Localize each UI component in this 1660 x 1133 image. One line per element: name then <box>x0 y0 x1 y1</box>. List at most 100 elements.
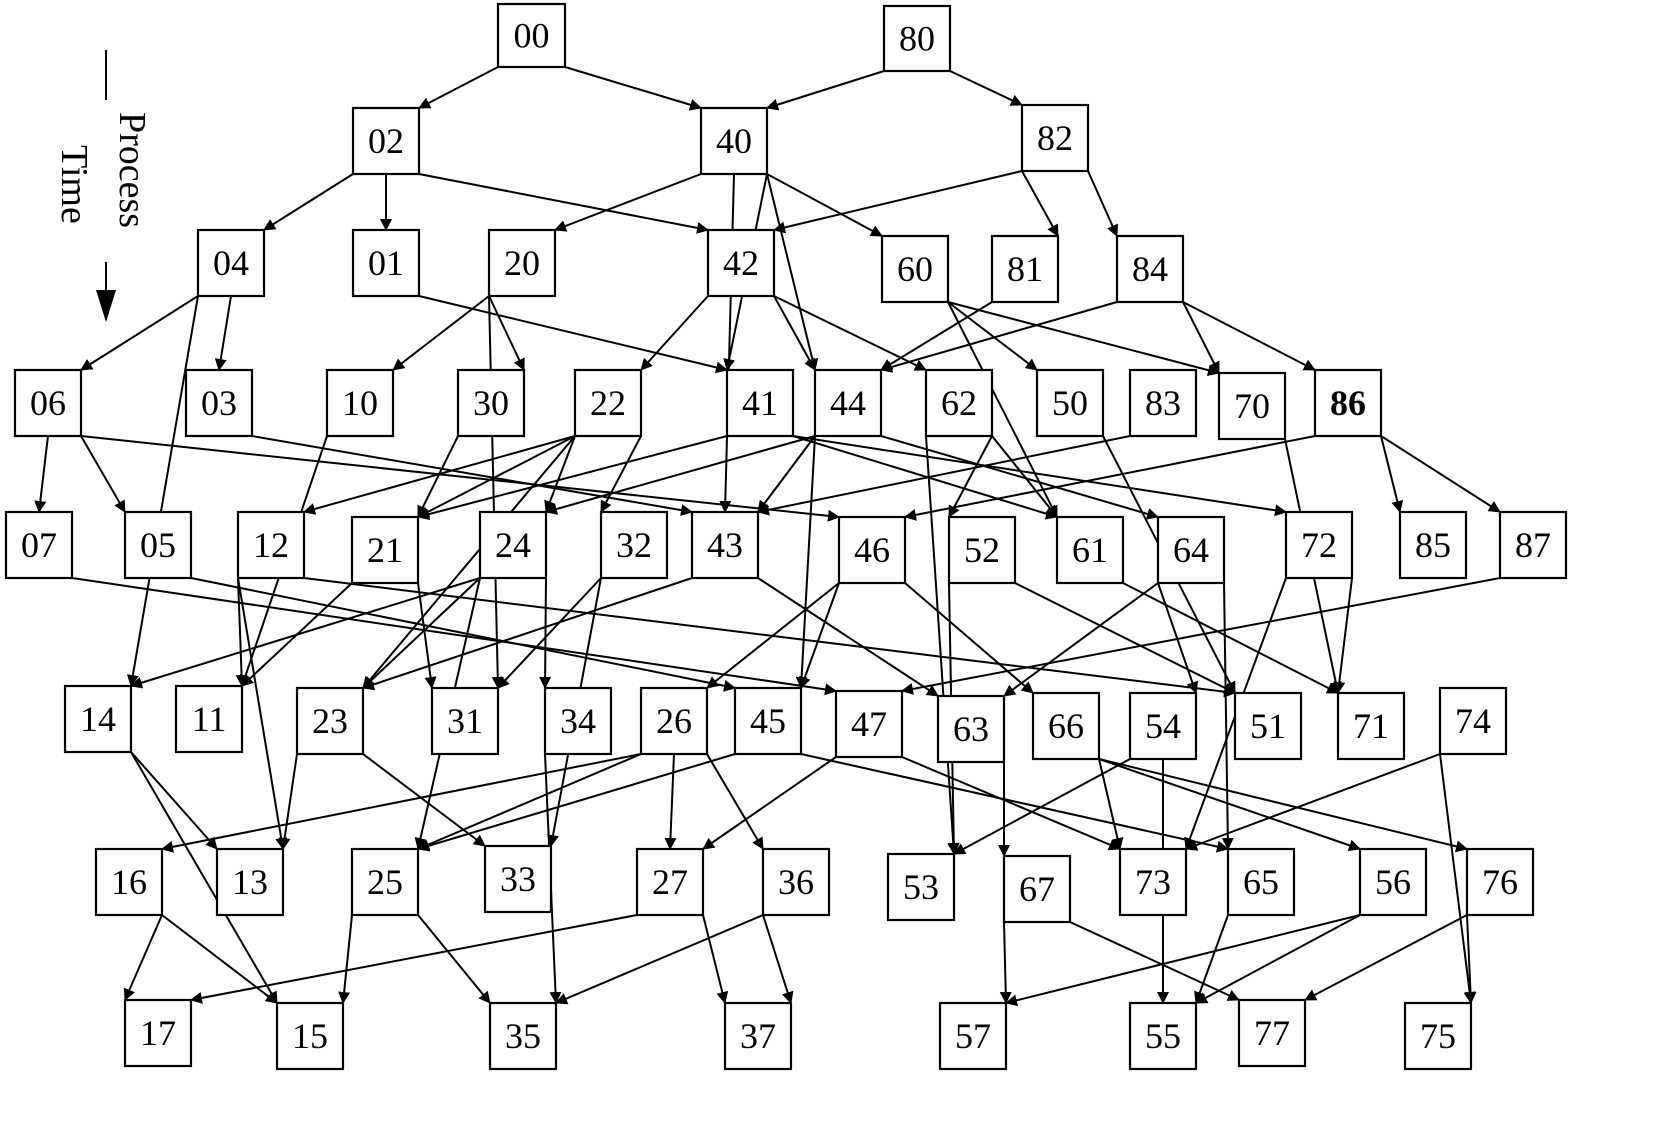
edge-86-to-46 <box>904 435 1316 521</box>
edge-02-to-42 <box>418 173 709 234</box>
node-label-12: 12 <box>253 525 289 565</box>
edge-64-to-65 <box>1221 582 1234 850</box>
node-box-87 <box>1498 510 1568 580</box>
node-box-73 <box>1118 847 1188 917</box>
edge-84-to-86 <box>1182 301 1316 371</box>
edge-74-to-73 <box>1185 753 1441 851</box>
edge-36-to-37 <box>762 914 794 1004</box>
legend-label-time: Time <box>53 145 95 224</box>
node-label-27: 27 <box>652 862 688 902</box>
node-box-45 <box>733 686 803 756</box>
edge-66-to-56 <box>1098 758 1361 852</box>
node-box-46 <box>837 515 907 585</box>
edge-26-to-25 <box>417 753 642 851</box>
node-box-62 <box>924 368 994 438</box>
node-label-43: 43 <box>707 525 743 565</box>
node-71: 71 <box>1336 691 1406 761</box>
node-46: 46 <box>837 515 907 585</box>
edge-60-to-70 <box>947 301 1220 377</box>
node-60: 60 <box>880 234 950 304</box>
node-37: 37 <box>723 1001 793 1071</box>
node-31: 31 <box>430 686 500 756</box>
node-50: 50 <box>1035 368 1105 438</box>
edge-86-to-85 <box>1380 435 1404 513</box>
node-box-37 <box>723 1001 793 1071</box>
edge-86-to-87 <box>1380 435 1501 513</box>
node-label-23: 23 <box>312 701 348 741</box>
node-label-11: 11 <box>192 699 227 739</box>
node-36: 36 <box>761 847 831 917</box>
node-box-83 <box>1128 368 1198 438</box>
node-label-21: 21 <box>367 530 403 570</box>
node-label-22: 22 <box>590 383 626 423</box>
node-74: 74 <box>1438 686 1508 756</box>
node-73: 73 <box>1118 847 1188 917</box>
edge-43-to-63 <box>757 577 939 697</box>
node-label-75: 75 <box>1420 1016 1456 1056</box>
node-57: 57 <box>938 1001 1008 1071</box>
node-33: 33 <box>483 844 553 914</box>
edge-44-to-45 <box>795 435 816 689</box>
node-box-12 <box>236 510 306 580</box>
edge-40-to-60 <box>766 173 883 237</box>
node-label-05: 05 <box>140 525 176 565</box>
node-label-50: 50 <box>1052 383 1088 423</box>
edge-40-to-44 <box>766 173 819 371</box>
node-box-50 <box>1035 368 1105 438</box>
node-box-67 <box>1002 854 1072 924</box>
edge-16-to-17 <box>123 914 163 1001</box>
node-label-06: 06 <box>30 383 66 423</box>
node-box-10 <box>325 368 395 438</box>
node-label-37: 37 <box>740 1016 776 1056</box>
edge-03-to-43 <box>251 435 693 517</box>
node-label-54: 54 <box>1145 706 1181 746</box>
node-16: 16 <box>94 847 164 917</box>
node-label-00: 00 <box>514 16 550 56</box>
edge-26-to-27 <box>664 753 677 850</box>
node-label-35: 35 <box>505 1016 541 1056</box>
node-label-65: 65 <box>1243 862 1279 902</box>
edge-80-to-40 <box>766 70 885 111</box>
edge-60-to-50 <box>947 301 1038 371</box>
node-26: 26 <box>639 686 709 756</box>
edge-83-to-43 <box>757 435 1131 516</box>
node-box-54 <box>1128 691 1198 761</box>
edge-44-to-24 <box>545 435 816 515</box>
node-86: 86 <box>1313 368 1383 438</box>
node-label-14: 14 <box>80 699 116 739</box>
edge-07-to-47 <box>71 577 837 696</box>
node-04: 04 <box>196 228 266 298</box>
node-12: 12 <box>236 510 306 580</box>
node-box-75 <box>1403 1001 1473 1071</box>
node-box-52 <box>947 515 1017 585</box>
node-82: 82 <box>1020 103 1090 173</box>
node-box-31 <box>430 686 500 756</box>
node-47: 47 <box>834 689 904 759</box>
edge-00-to-40 <box>564 66 702 111</box>
node-label-10: 10 <box>342 383 378 423</box>
edge-80-to-82 <box>949 70 1023 106</box>
node-box-22 <box>573 368 643 438</box>
node-label-13: 13 <box>232 862 268 902</box>
node-52: 52 <box>947 515 1017 585</box>
edge-82-to-81 <box>1021 170 1059 237</box>
node-box-04 <box>196 228 266 298</box>
node-64: 64 <box>1156 515 1226 585</box>
node-label-31: 31 <box>447 701 483 741</box>
edge-16-to-15 <box>161 914 278 1004</box>
edge-04-to-06 <box>80 295 199 371</box>
edge-45-to-25 <box>417 753 736 852</box>
edge-20-to-10 <box>392 295 490 371</box>
node-61: 61 <box>1055 515 1125 585</box>
edge-66-to-76 <box>1098 758 1468 853</box>
edge-20-to-30 <box>488 295 525 371</box>
edge-14-to-15 <box>130 751 278 1004</box>
node-label-64: 64 <box>1173 530 1209 570</box>
edge-22-to-32 <box>600 435 642 513</box>
edge-22-to-21 <box>417 435 576 518</box>
edge-56-to-55 <box>1195 914 1361 1004</box>
edge-64-to-63 <box>1003 582 1159 697</box>
edge-42-to-22 <box>640 295 709 371</box>
node-label-61: 61 <box>1072 530 1108 570</box>
